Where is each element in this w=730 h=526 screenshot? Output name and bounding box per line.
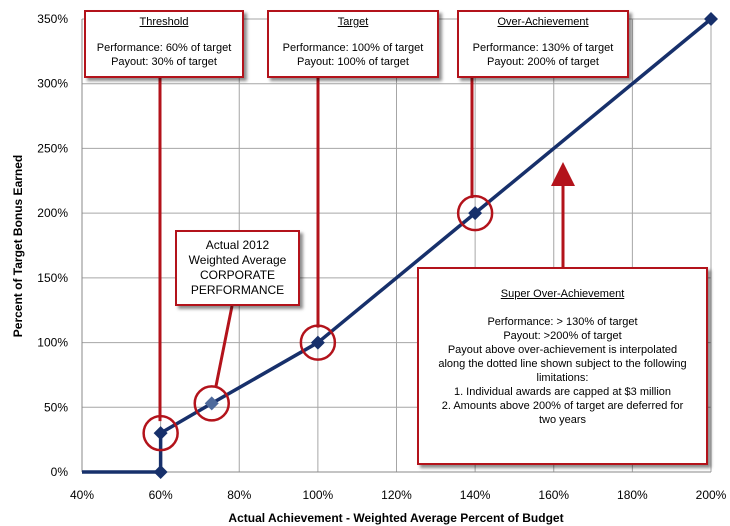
x-tick-label: 100% [303, 488, 334, 502]
series-layer [82, 12, 718, 479]
callout-threshold: Threshold Performance: 60% of target Pay… [84, 10, 244, 78]
callout-threshold-line1: Performance: 60% of target [96, 42, 232, 54]
y-axis-title: Percent of Target Bonus Earned [11, 155, 25, 337]
callout-actual-line3: CORPORATE [199, 268, 276, 282]
callout-actual-2012: Actual 2012 Weighted Average CORPORATE P… [175, 230, 300, 306]
y-tick-label: 300% [37, 77, 68, 91]
x-tick-label: 180% [617, 488, 648, 502]
highlight-circle [142, 414, 179, 452]
x-tick-label: 200% [696, 488, 727, 502]
callout-super-line6: 1. Individual awards are capped at $3 mi… [453, 386, 672, 398]
callout-threshold-line2: Payout: 30% of target [111, 56, 217, 68]
highlight-circle [456, 194, 494, 232]
data-point-marker [153, 465, 168, 479]
y-tick-label: 200% [37, 206, 68, 220]
x-tick-label: 160% [538, 488, 569, 502]
callout-super-line2: Payout: >200% of target [503, 330, 622, 342]
y-tick-label: 350% [37, 12, 68, 26]
callout-target: Target Performance: 100% of target Payou… [267, 10, 439, 78]
callout-super-line3: Payout above over-achievement is interpo… [447, 344, 678, 356]
x-tick-label: 40% [70, 488, 94, 502]
callout-over-line2: Payout: 200% of target [487, 56, 599, 68]
axes: 40% 60% 80% 100% 120% 140% 160% 180% 200% 0% 50% 10… [37, 12, 726, 502]
callout-super-title: Super Over-Achievement [500, 288, 625, 300]
data-point-marker [310, 335, 325, 350]
data-point-marker [704, 12, 718, 26]
callout-super-line4: along the dotted line shown subject to t… [438, 358, 687, 370]
data-point-marker [468, 206, 483, 221]
highlight-circle [193, 385, 230, 422]
callout-over-achievement: Over-Achievement Performance: 130% of ta… [457, 10, 629, 78]
callout-actual-line2: Weighted Average [188, 253, 287, 267]
callout-super-line7: 2. Amounts above 200% of target are defe… [441, 400, 684, 412]
callout-super-line5: limitations: [536, 372, 589, 384]
data-point-marker [153, 426, 168, 441]
y-tick-label: 100% [37, 336, 68, 350]
y-tick-label: 50% [44, 400, 68, 414]
callout-actual-line1: Actual 2012 [205, 238, 270, 252]
callout-over-line1: Performance: 130% of target [472, 42, 614, 54]
y-tick-label: 250% [37, 141, 68, 155]
callout-super-over-achievement: Super Over-Achievement Performance: > 13… [417, 267, 708, 465]
highlight-circles [142, 194, 494, 452]
data-point-marker [204, 396, 219, 411]
highlight-circle [299, 324, 337, 361]
x-tick-label: 120% [381, 488, 412, 502]
x-tick-label: 80% [227, 488, 251, 502]
x-tick-label: 140% [460, 488, 491, 502]
callout-connectors [158, 78, 575, 422]
callout-target-title: Target [337, 16, 369, 28]
x-tick-label: 60% [149, 488, 173, 502]
y-tick-label: 0% [51, 465, 69, 479]
callout-threshold-title: Threshold [139, 16, 189, 28]
y-tick-label: 150% [37, 271, 68, 285]
callout-actual-line4: PERFORMANCE [190, 283, 285, 297]
actual-connector [214, 305, 234, 388]
callout-over-title: Over-Achievement [497, 16, 589, 28]
callout-target-line1: Performance: 100% of target [282, 42, 424, 54]
x-axis-title: Actual Achievement - Weighted Average Pe… [228, 511, 563, 525]
callout-target-line2: Payout: 100% of target [297, 56, 409, 68]
callout-super-line1: Performance: > 130% of target [487, 316, 638, 328]
callout-super-line8: two years [538, 414, 587, 426]
